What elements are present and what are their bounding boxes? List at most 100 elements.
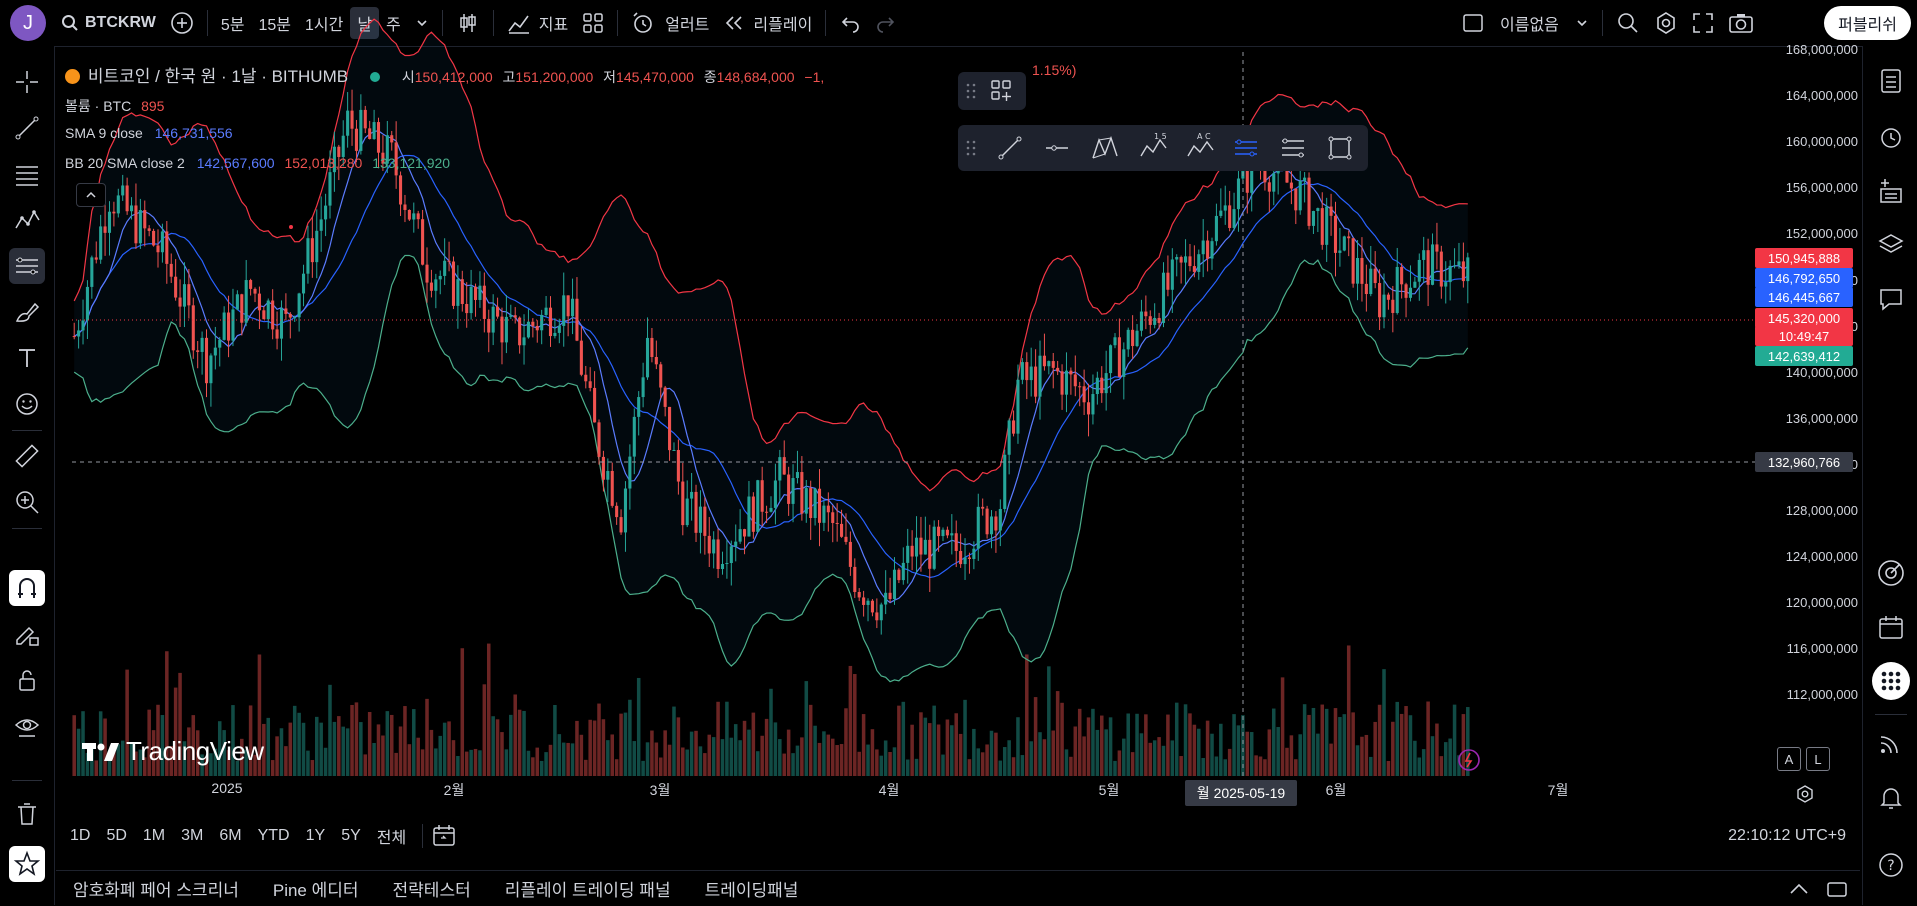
interval-1d[interactable]: 날 bbox=[350, 7, 380, 39]
brush-tool[interactable] bbox=[9, 294, 45, 330]
tab-strategy-tester[interactable]: 전략테스터 bbox=[392, 881, 471, 900]
clock[interactable]: 22:10:12 UTC+9 bbox=[1728, 827, 1846, 844]
compare-button[interactable] bbox=[163, 7, 201, 39]
interval-dropdown[interactable] bbox=[408, 7, 436, 39]
horizontal-lines-tool[interactable] bbox=[9, 156, 45, 192]
tab-trading-panel[interactable]: 트레이딩패널 bbox=[704, 881, 799, 900]
undo-button[interactable] bbox=[832, 7, 868, 39]
fib-channel-icon[interactable] bbox=[1232, 134, 1260, 162]
lock-drawing-tool[interactable] bbox=[9, 616, 45, 652]
range-1m[interactable]: 1M bbox=[142, 827, 166, 844]
candle-body bbox=[760, 480, 764, 512]
xabcd-pattern-icon[interactable] bbox=[1090, 134, 1120, 162]
volume-value: 895 bbox=[141, 98, 165, 114]
emoji-tool[interactable] bbox=[9, 386, 45, 422]
legend-volume[interactable]: 볼륨 · BTC 895 bbox=[65, 96, 164, 116]
templates-button[interactable] bbox=[575, 7, 611, 39]
range-3m[interactable]: 3M bbox=[181, 827, 204, 844]
symbol-search[interactable]: BTCKRW bbox=[54, 7, 163, 39]
apps-button[interactable] bbox=[1872, 662, 1910, 700]
range-1y[interactable]: 1Y bbox=[305, 827, 326, 844]
price-chart[interactable] bbox=[0, 0, 1862, 800]
drag-handle-icon[interactable] bbox=[966, 82, 976, 100]
redo-button[interactable] bbox=[868, 7, 904, 39]
candle-body bbox=[1214, 215, 1218, 242]
watchlist-button[interactable] bbox=[1872, 62, 1910, 100]
tab-replay-trading[interactable]: 리플레이 트레이딩 패널 bbox=[504, 881, 671, 900]
maximize-panel-icon[interactable] bbox=[1826, 879, 1848, 899]
tab-pine-editor[interactable]: Pine 에디터 bbox=[272, 881, 359, 900]
magnet-tool[interactable] bbox=[9, 570, 45, 606]
abc-wave-icon[interactable]: A C bbox=[1185, 132, 1215, 162]
favorites-tool[interactable] bbox=[9, 846, 45, 882]
layout-select[interactable]: 이름없음 bbox=[1455, 7, 1596, 39]
symbol-title[interactable]: 비트코인 / 한국 원 · 1날 · BITHUMB bbox=[87, 67, 349, 86]
indicators-button[interactable]: 지표 bbox=[500, 7, 575, 39]
measure-tool[interactable] bbox=[9, 438, 45, 474]
range-1d[interactable]: 1D bbox=[70, 827, 91, 844]
delete-tool[interactable] bbox=[9, 796, 45, 832]
lightning-icon[interactable] bbox=[1457, 748, 1481, 772]
publish-button[interactable]: 퍼블리쉬 bbox=[1824, 6, 1911, 40]
range-6m[interactable]: 6M bbox=[219, 827, 242, 844]
legend-bb[interactable]: BB 20 SMA close 2 142,567,600 152,013,28… bbox=[65, 155, 450, 171]
chat-button[interactable] bbox=[1872, 280, 1910, 318]
elliott-wave-icon[interactable]: 1 5 bbox=[1138, 132, 1168, 162]
candle-body bbox=[94, 257, 98, 260]
zoom-tool[interactable] bbox=[9, 484, 45, 520]
pattern-tool[interactable] bbox=[9, 202, 45, 238]
layers-button[interactable] bbox=[1872, 226, 1910, 264]
trend-line-icon[interactable] bbox=[996, 134, 1024, 162]
tab-crypto-screener[interactable]: 암호화폐 페어 스크리너 bbox=[73, 881, 239, 900]
range-all[interactable]: 전체 bbox=[376, 830, 407, 847]
fib-lines-icon[interactable] bbox=[1279, 134, 1307, 162]
drag-handle-icon[interactable] bbox=[966, 139, 976, 157]
auto-scale-button[interactable]: A bbox=[1777, 747, 1801, 771]
quick-search-button[interactable] bbox=[1609, 7, 1647, 39]
help-button[interactable]: ? bbox=[1872, 846, 1910, 884]
chevron-down-icon bbox=[417, 20, 427, 27]
notifications-button[interactable] bbox=[1872, 778, 1910, 816]
fullscreen-button[interactable] bbox=[1685, 7, 1721, 39]
open-label: 시 bbox=[401, 69, 415, 85]
lock-all-tool[interactable] bbox=[9, 662, 45, 698]
alert-button[interactable]: 얼러트 bbox=[624, 7, 716, 39]
alerts-button[interactable] bbox=[1872, 118, 1910, 156]
rectangle-icon[interactable] bbox=[1326, 134, 1354, 162]
interval-1h[interactable]: 1시간 bbox=[304, 17, 344, 34]
streams-button[interactable] bbox=[1872, 724, 1910, 762]
go-to-date-icon[interactable] bbox=[431, 823, 457, 849]
collapse-legend-button[interactable] bbox=[76, 183, 106, 207]
add-grid-icon[interactable] bbox=[990, 79, 1014, 103]
chart-type-button[interactable] bbox=[449, 7, 487, 39]
settings-button[interactable] bbox=[1647, 7, 1685, 39]
crosshair-tool[interactable] bbox=[9, 64, 45, 100]
candle-body bbox=[496, 306, 500, 317]
chevron-up-icon[interactable] bbox=[1788, 879, 1810, 899]
interval-1w[interactable]: 주 bbox=[386, 17, 401, 34]
interval-5m[interactable]: 5분 bbox=[220, 17, 245, 34]
add-list-button[interactable] bbox=[1872, 172, 1910, 210]
ideas-button[interactable] bbox=[1872, 554, 1910, 592]
legend-sma[interactable]: SMA 9 close 146,731,556 bbox=[65, 125, 233, 141]
user-avatar[interactable]: J bbox=[10, 5, 46, 41]
fib-tool[interactable] bbox=[9, 248, 45, 284]
snapshot-button[interactable] bbox=[1721, 7, 1761, 39]
interval-15m[interactable]: 15분 bbox=[258, 17, 291, 34]
hide-tool[interactable] bbox=[9, 708, 45, 744]
timezone-gear-icon[interactable] bbox=[1795, 784, 1815, 804]
horizontal-ray-icon[interactable] bbox=[1043, 134, 1071, 162]
log-scale-button[interactable]: L bbox=[1806, 747, 1830, 771]
trend-line-tool[interactable] bbox=[9, 110, 45, 146]
volume-bar bbox=[323, 747, 328, 776]
range-ytd[interactable]: YTD bbox=[257, 827, 290, 844]
range-5d[interactable]: 5D bbox=[106, 827, 127, 844]
calendar-button[interactable] bbox=[1872, 608, 1910, 646]
volume-bar bbox=[1249, 732, 1254, 776]
time-axis[interactable]: 2025 2월 3월 4월 5월 6월 7월 bbox=[56, 780, 1860, 810]
replay-button[interactable]: 리플레이 bbox=[716, 7, 819, 39]
tradingview-watermark[interactable]: TradingView bbox=[82, 736, 264, 767]
text-tool[interactable] bbox=[9, 340, 45, 376]
range-5y[interactable]: 5Y bbox=[341, 827, 361, 844]
volume-bar bbox=[482, 684, 487, 776]
